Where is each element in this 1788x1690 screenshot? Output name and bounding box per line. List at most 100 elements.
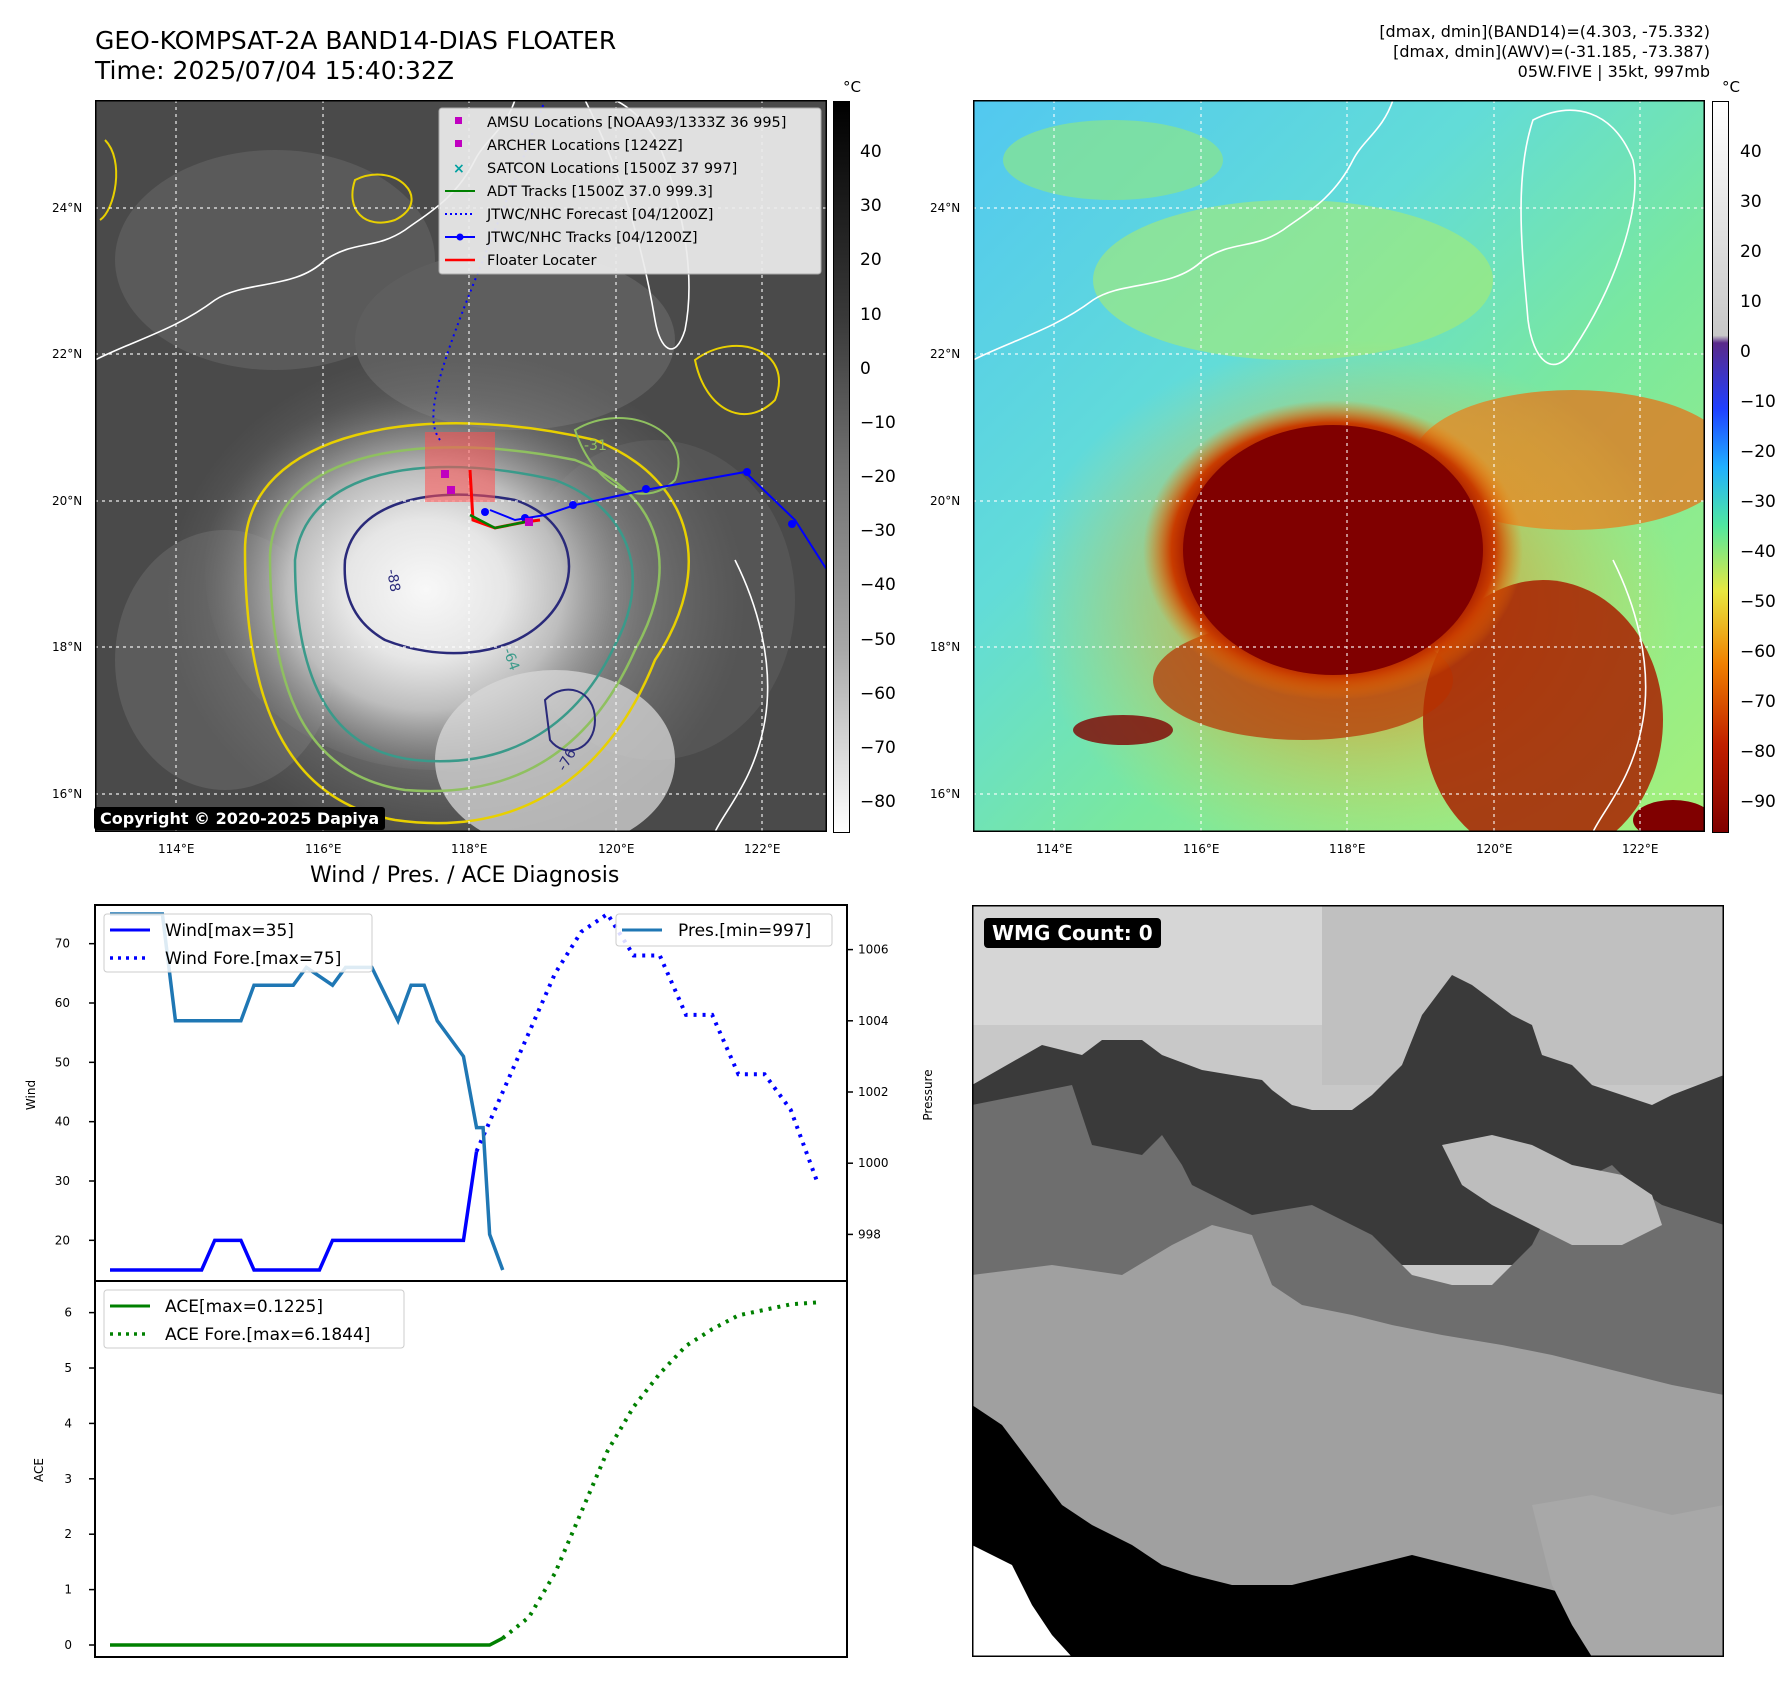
floater-box [425, 432, 495, 502]
awv-colorbar-tick-1: 30 [1740, 192, 1762, 212]
ace-legend: ACE[max=0.1225] ACE Fore.[max=6.1844] [103, 1289, 405, 1349]
wind-tick-label-4: 30 [55, 1174, 70, 1188]
pressure-tick-label-2: 1002 [858, 1085, 889, 1099]
ir-colorbar [833, 101, 850, 833]
awv-colorbar-tick-8: −40 [1740, 542, 1776, 562]
ir-lat-18: 18°N [52, 640, 83, 654]
ir-lon-122: 122°E [744, 842, 781, 856]
ir-lon-118: 118°E [451, 842, 488, 856]
ir-colorbar-tick-1: 30 [860, 196, 882, 217]
ir-colorbar-tick-10: −60 [860, 683, 896, 704]
ace-tick-label-6: 0 [64, 1638, 72, 1652]
awv-colorbar [1712, 101, 1729, 833]
awv-map-panel [973, 100, 1705, 832]
contour-label-64: -64 [499, 646, 522, 673]
awv-colorbar-tick-9: −50 [1740, 592, 1776, 612]
ir-colorbar-tick-5: −10 [860, 412, 896, 433]
legend-wind: Wind[max=35] [165, 921, 294, 941]
svg-text:×: × [453, 161, 465, 177]
wmg-count-badge: WMG Count: 0 [984, 918, 1161, 948]
series-ace-line [110, 1636, 504, 1647]
awv-lat-24: 24°N [930, 201, 961, 215]
awv-colorbar-tick-5: −10 [1740, 392, 1776, 412]
pressure-tick-label-0: 1006 [858, 943, 889, 957]
ir-colorbar-tick-0: 40 [860, 142, 882, 162]
ir-colorbar-tick-6: −20 [860, 467, 896, 487]
adt-track [469, 513, 526, 530]
ir-colorbar-unit: °C [843, 78, 861, 96]
awv-colorbar-tick-4: 0 [1740, 342, 1751, 362]
pressure-tick-label-3: 1000 [858, 1156, 889, 1170]
forecast-track [432, 100, 546, 441]
ace-tick-label-4: 2 [64, 1527, 72, 1541]
awv-lon-118: 118°E [1329, 842, 1366, 856]
stats-line-1: [dmax, dmin](BAND14)=(4.303, -75.332) [1379, 22, 1710, 41]
contour-label-88: -88 [383, 568, 403, 593]
ir-map-panel: -31 -64 -76 -88 AMSU Locations [NOAA93/1… [95, 100, 827, 832]
figure-title: GEO-KOMPSAT-2A BAND14-DIAS FLOATER Time:… [95, 26, 616, 86]
jtwc-track-points [481, 468, 796, 528]
copyright-badge: Copyright © 2020-2025 Dapiya [94, 807, 386, 830]
awv-lat-20: 20°N [930, 494, 961, 508]
ir-lat-22: 22°N [52, 347, 83, 361]
awv-colorbar-tick-6: −20 [1740, 442, 1776, 462]
stats-line-2: [dmax, dmin](AWV)=(-31.185, -73.387) [1393, 42, 1710, 61]
ir-colorbar-tick-7: −30 [860, 521, 896, 542]
ir-lat-24: 24°N [52, 201, 83, 215]
pressure-legend: Pres.[min=997] [615, 913, 833, 947]
wind-tick-label-5: 20 [55, 1233, 70, 1247]
series-wind-line [110, 1151, 479, 1272]
ir-lon-114: 114°E [158, 842, 195, 856]
stats-line-3: 05W.FIVE | 35kt, 997mb [1517, 62, 1710, 81]
ir-lon-116: 116°E [305, 842, 342, 856]
jtwc-track-line [489, 470, 827, 571]
legend-wind-fore: Wind Fore.[max=75] [165, 949, 341, 969]
awv-lat-18: 18°N [930, 640, 961, 654]
awv-colorbar-tick-3: 10 [1740, 292, 1762, 312]
ace-axis-label: ACE [32, 1458, 46, 1482]
awv-colorbar-tick-0: 40 [1740, 142, 1762, 162]
ir-lat-20: 20°N [52, 494, 83, 508]
wmg-panel [972, 905, 1724, 1657]
ir-colorbar-tick-9: −50 [860, 629, 896, 650]
legend-ace-fore: ACE Fore.[max=6.1844] [165, 1325, 370, 1345]
legend-jtwc-tracks: JTWC/NHC Tracks [04/1200Z] [486, 230, 698, 246]
wind-tick-label-1: 60 [55, 996, 70, 1010]
legend-amsu: AMSU Locations [NOAA93/1333Z 36 995] [487, 115, 786, 131]
ace-tick-label-5: 1 [64, 1583, 72, 1597]
awv-colorbar-unit: °C [1722, 78, 1740, 96]
ir-colorbar-tick-3: 10 [860, 304, 882, 325]
legend-archer: ARCHER Locations [1242Z] [487, 138, 683, 154]
awv-lat-22: 22°N [930, 347, 961, 361]
diagnosis-title: Wind / Pres. / ACE Diagnosis [310, 863, 620, 888]
ir-colorbar-tick-12: −80 [860, 792, 896, 812]
pressure-tick-label-1: 1004 [858, 1014, 889, 1028]
awv-lon-116: 116°E [1183, 842, 1220, 856]
awv-lon-122: 122°E [1622, 842, 1659, 856]
wind-tick-label-3: 40 [55, 1115, 70, 1129]
legend-ace: ACE[max=0.1225] [165, 1297, 323, 1317]
wind-axis-label: Wind [24, 1080, 38, 1110]
legend-floater: Floater Locater [487, 253, 596, 269]
ace-tick-label-3: 3 [64, 1472, 72, 1486]
ace-tick-label-1: 5 [64, 1361, 72, 1375]
awv-colorbar-tick-7: −30 [1740, 492, 1776, 512]
ir-colorbar-tick-8: −40 [860, 575, 896, 596]
ir-lat-16: 16°N [52, 787, 83, 801]
awv-lon-114: 114°E [1036, 842, 1073, 856]
contour-label-31: -31 [584, 438, 607, 454]
pressure-tick-label-4: 998 [858, 1227, 881, 1241]
legend-satcon: SATCON Locations [1500Z 37 997] [487, 161, 737, 177]
awv-colorbar-tick-2: 20 [1740, 242, 1762, 262]
legend-adt: ADT Tracks [1500Z 37.0 999.3] [487, 184, 713, 200]
ir-colorbar-tick-4: 0 [860, 358, 871, 379]
legend-jtwc-forecast: JTWC/NHC Forecast [04/1200Z] [486, 207, 713, 223]
ir-colorbar-tick-11: −70 [860, 737, 896, 758]
ace-tick-label-0: 6 [64, 1306, 72, 1320]
title-line-1: GEO-KOMPSAT-2A BAND14-DIAS FLOATER [95, 26, 617, 55]
awv-lon-120: 120°E [1476, 842, 1513, 856]
ir-colorbar-tick-2: 20 [860, 250, 882, 271]
ir-lon-120: 120°E [598, 842, 635, 856]
awv-lat-16: 16°N [930, 787, 961, 801]
